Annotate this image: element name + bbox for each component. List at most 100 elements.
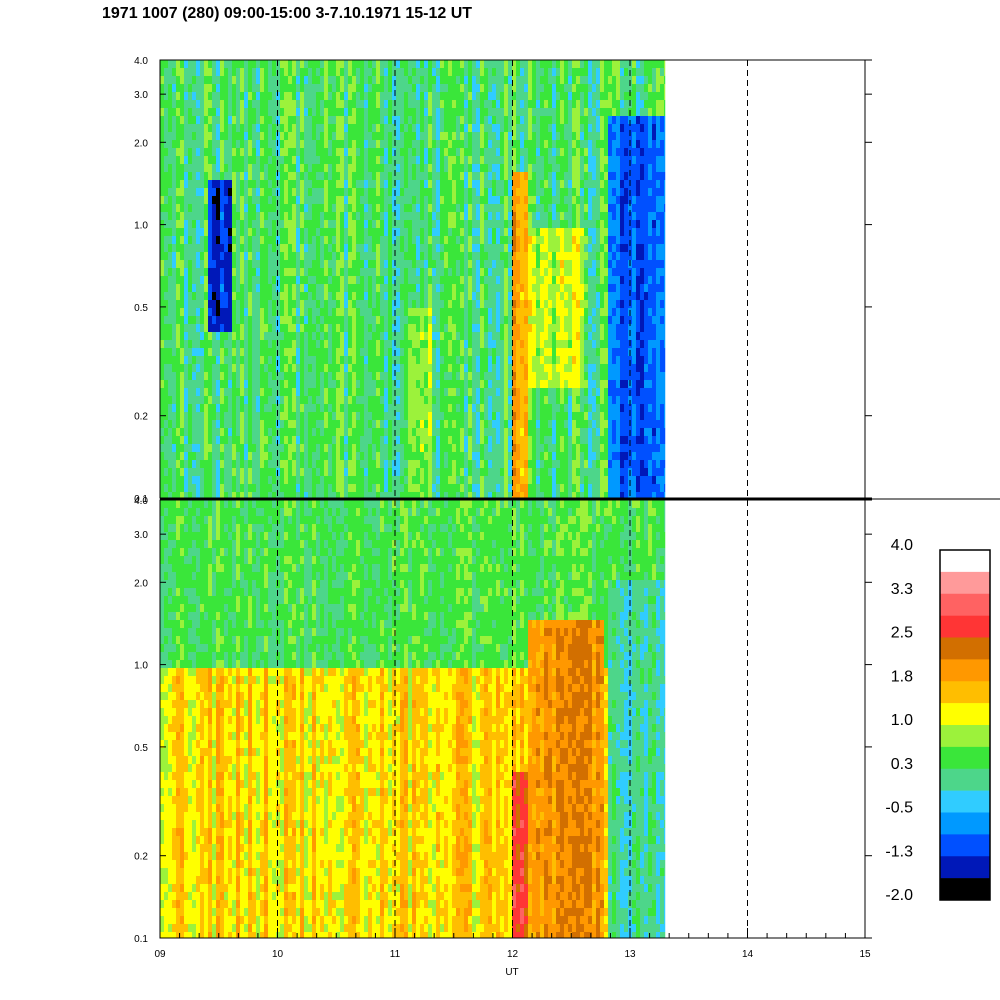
heatmap-cell xyxy=(436,100,440,108)
heatmap-cell xyxy=(424,308,428,316)
heatmap-cell xyxy=(480,68,484,76)
heatmap-cell xyxy=(208,484,212,492)
heatmap-cell xyxy=(316,372,320,380)
heatmap-cell xyxy=(332,148,336,156)
heatmap-cell xyxy=(224,396,228,404)
heatmap-cell xyxy=(460,124,464,132)
heatmap-cell xyxy=(516,428,520,436)
heatmap-cell xyxy=(240,404,244,412)
heatmap-cell xyxy=(284,260,288,268)
heatmap-cell xyxy=(520,92,524,100)
heatmap-cell xyxy=(240,188,244,196)
heatmap-cell xyxy=(436,188,440,196)
heatmap-cell xyxy=(444,124,448,132)
heatmap-cell xyxy=(216,492,220,498)
heatmap-cell xyxy=(244,316,248,324)
heatmap-cell xyxy=(384,292,388,300)
heatmap-cell xyxy=(256,108,260,116)
heatmap-cell xyxy=(288,252,292,260)
heatmap-cell xyxy=(168,68,172,76)
heatmap-cell xyxy=(328,404,332,412)
heatmap-cell xyxy=(236,132,240,140)
heatmap-cell xyxy=(336,324,340,332)
heatmap-cell xyxy=(220,292,224,300)
heatmap-cell xyxy=(448,252,452,260)
heatmap-cell xyxy=(244,180,248,188)
heatmap-cell xyxy=(252,60,256,68)
heatmap-cell xyxy=(312,68,316,76)
heatmap-cell xyxy=(336,372,340,380)
heatmap-cell xyxy=(192,300,196,308)
heatmap-cell xyxy=(520,180,524,188)
heatmap-cell xyxy=(300,60,304,68)
heatmap-cell xyxy=(380,292,384,300)
heatmap-cell xyxy=(512,236,516,244)
heatmap-cell xyxy=(264,108,268,116)
heatmap-cell xyxy=(348,172,352,180)
heatmap-cell xyxy=(252,180,256,188)
heatmap-cell xyxy=(516,236,520,244)
heatmap-cell xyxy=(416,156,420,164)
heatmap-cell xyxy=(412,60,416,68)
heatmap-cell xyxy=(416,292,420,300)
heatmap-cell xyxy=(492,444,496,452)
heatmap-cell xyxy=(368,372,372,380)
heatmap-cell xyxy=(360,300,364,308)
heatmap-cell xyxy=(460,460,464,468)
heatmap-cell xyxy=(408,420,412,428)
heatmap-cell xyxy=(372,300,376,308)
heatmap-cell xyxy=(452,132,456,140)
heatmap-cell xyxy=(208,268,212,276)
heatmap-cell xyxy=(460,268,464,276)
heatmap-cell xyxy=(484,172,488,180)
heatmap-cell xyxy=(244,348,248,356)
heatmap-cell xyxy=(444,244,448,252)
heatmap-cell xyxy=(340,492,344,498)
heatmap-cell xyxy=(364,228,368,236)
heatmap-cell xyxy=(288,380,292,388)
heatmap-cell xyxy=(516,404,520,412)
heatmap-cell xyxy=(468,492,472,498)
heatmap-cell xyxy=(468,156,472,164)
heatmap-cell xyxy=(168,324,172,332)
heatmap-cell xyxy=(196,484,200,492)
heatmap-cell xyxy=(316,100,320,108)
heatmap-cell xyxy=(392,372,396,380)
heatmap-cell xyxy=(496,204,500,212)
heatmap-cell xyxy=(500,356,504,364)
heatmap-cell xyxy=(336,124,340,132)
heatmap-cell xyxy=(472,68,476,76)
heatmap-cell xyxy=(276,244,280,252)
heatmap-cell xyxy=(388,372,392,380)
heatmap-cell xyxy=(208,436,212,444)
heatmap-cell xyxy=(332,156,336,164)
heatmap-cell xyxy=(368,492,372,498)
heatmap-cell xyxy=(460,140,464,148)
heatmap-cell xyxy=(492,92,496,100)
heatmap-cell xyxy=(428,172,432,180)
heatmap-cell xyxy=(196,76,200,84)
heatmap-cell xyxy=(196,372,200,380)
heatmap-cell xyxy=(444,228,448,236)
heatmap-cell xyxy=(508,76,512,84)
heatmap-cell xyxy=(280,388,284,396)
heatmap-cell xyxy=(352,324,356,332)
heatmap-cell xyxy=(160,196,164,204)
heatmap-cell xyxy=(192,268,196,276)
heatmap-cell xyxy=(508,68,512,76)
heatmap-cell xyxy=(188,188,192,196)
heatmap-cell xyxy=(260,212,264,220)
heatmap-cell xyxy=(456,108,460,116)
heatmap-cell xyxy=(336,116,340,124)
heatmap-cell xyxy=(480,292,484,300)
heatmap-cell xyxy=(404,124,408,132)
heatmap-cell xyxy=(316,108,320,116)
heatmap-cell xyxy=(248,476,252,484)
heatmap-cell xyxy=(252,204,256,212)
heatmap-cell xyxy=(364,156,368,164)
heatmap-cell xyxy=(416,252,420,260)
heatmap-cell xyxy=(304,100,308,108)
heatmap-cell xyxy=(256,196,260,204)
heatmap-cell xyxy=(180,340,184,348)
heatmap-cell xyxy=(520,244,524,252)
